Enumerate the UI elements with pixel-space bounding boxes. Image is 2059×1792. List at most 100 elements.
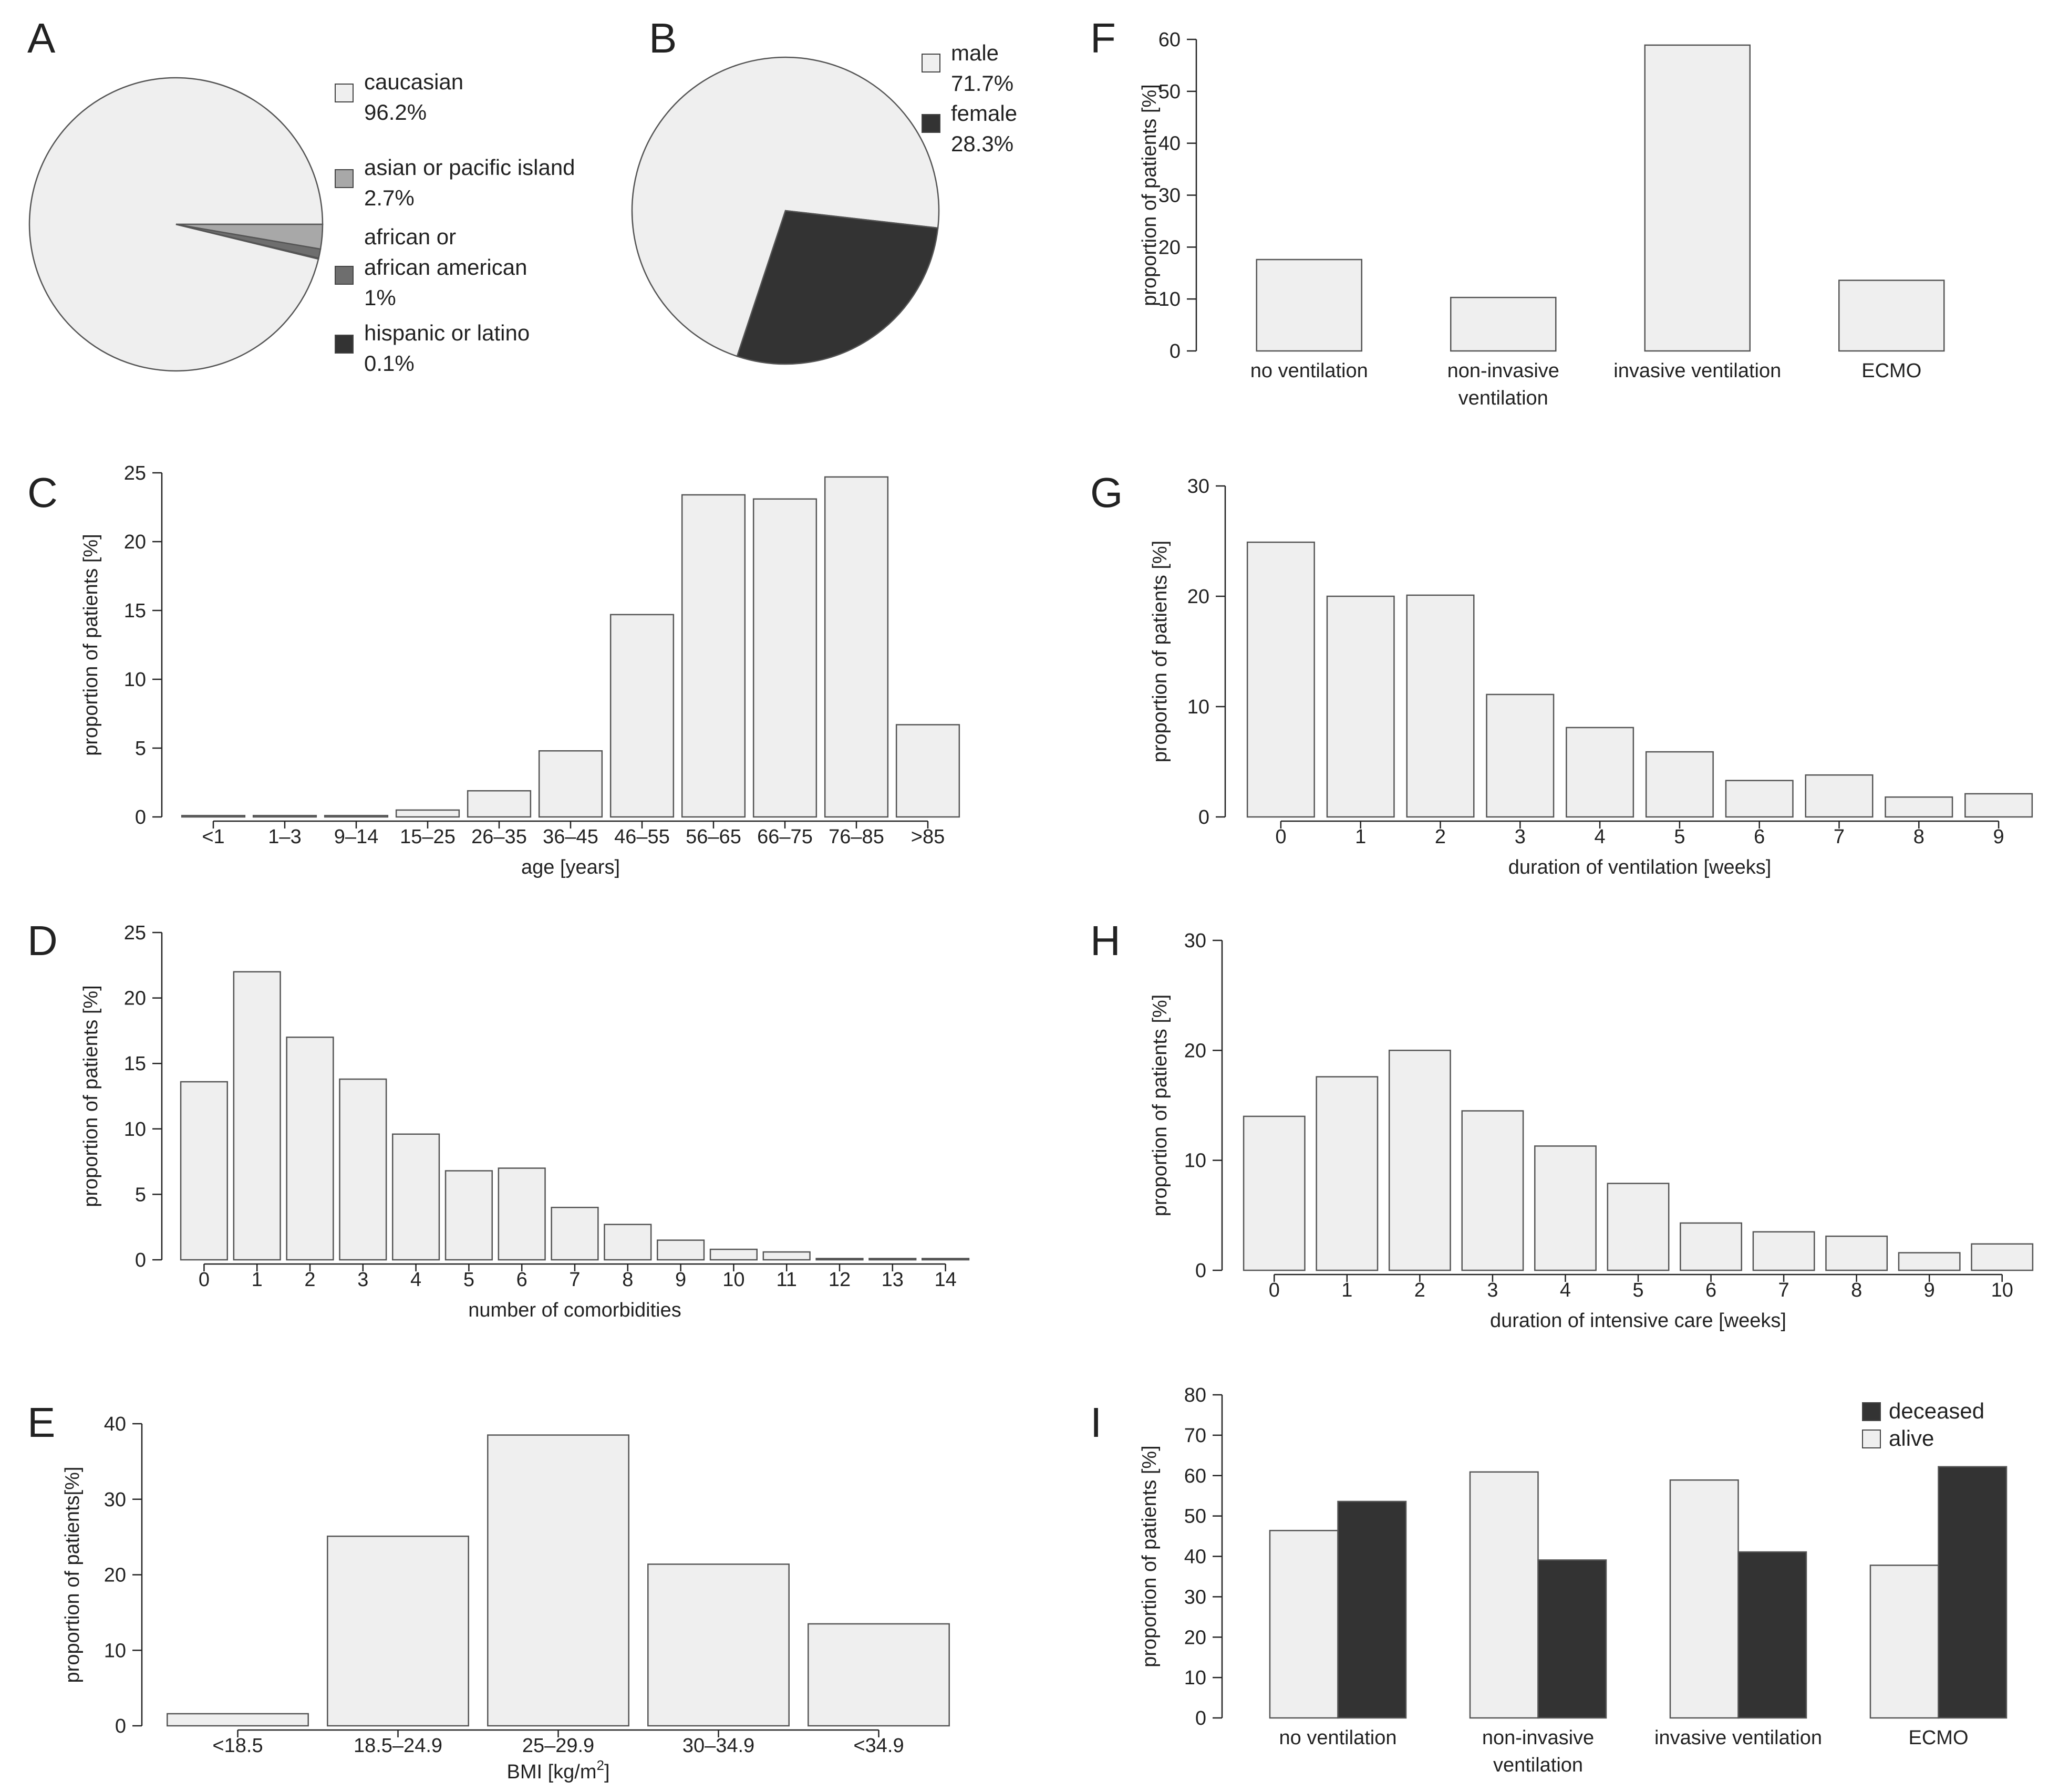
- bar: [921, 1258, 970, 1261]
- y-tick-label: 40: [1158, 133, 1181, 155]
- panel-letter: F: [1090, 15, 1116, 61]
- x-tick-label: invasive ventilation: [1613, 360, 1781, 382]
- x-tick-label: 2: [304, 1269, 315, 1291]
- x-tick-label: 4: [1560, 1279, 1571, 1301]
- bar-deceased: [1537, 1559, 1607, 1719]
- x-tick-label: ventilation: [1493, 1754, 1583, 1776]
- bar: [1898, 1252, 1961, 1271]
- x-tick-label: 7: [1778, 1279, 1789, 1301]
- bar: [551, 1207, 599, 1261]
- legend-label: female: [951, 101, 1017, 126]
- bar: [286, 1037, 334, 1261]
- panel-h: H 0 10 20 30 proportion of patients [%] 0 1 2 3 4 5…: [1090, 917, 2034, 1332]
- panel-letter: E: [27, 1399, 55, 1446]
- y-axis-label: proportion of patients [%]: [1149, 995, 1171, 1216]
- x-tick-label: 3: [1487, 1279, 1498, 1301]
- y-tick-label: 10: [1184, 1150, 1206, 1172]
- legend-swatch: [335, 266, 354, 285]
- y-tick-label: 0: [1195, 1260, 1206, 1282]
- legend-swatch-deceased: [1862, 1402, 1881, 1421]
- bar: [1825, 1235, 1888, 1271]
- bar: [180, 1081, 229, 1261]
- bar: [324, 815, 389, 818]
- y-tick-label: 0: [135, 1249, 146, 1271]
- bar: [538, 750, 603, 818]
- bar: [609, 614, 675, 818]
- bar: [1256, 258, 1362, 352]
- bar: [604, 1224, 652, 1261]
- bar: [1805, 774, 1874, 818]
- x-tick-label: 9–14: [334, 826, 379, 848]
- y-axis-label: proportion of patients [%]: [1149, 541, 1171, 762]
- x-tick-label: 7: [569, 1269, 580, 1291]
- x-axis-label-text: number of comorbidities: [468, 1299, 681, 1321]
- legend-value: 0.1%: [364, 351, 415, 376]
- x-tick-label: non-invasive: [1447, 360, 1559, 382]
- bar: [815, 1258, 864, 1261]
- x-tick-label: <18.5: [212, 1735, 263, 1757]
- legend-label: african or: [364, 224, 456, 249]
- legend-value: 2.7%: [364, 185, 415, 210]
- x-tick-label: 5: [1674, 826, 1685, 848]
- y-axis-label: proportion of patients[%]: [61, 1467, 84, 1683]
- legend-label: male: [951, 40, 999, 65]
- bar: [868, 1258, 917, 1261]
- bar: [1450, 296, 1557, 352]
- bar: [498, 1167, 546, 1261]
- y-axis-label: proportion of patients [%]: [1139, 84, 1161, 306]
- x-tick-label: 26–35: [471, 826, 527, 848]
- pie-slice-female: [736, 210, 939, 365]
- x-tick-label: 2: [1435, 826, 1446, 848]
- bar: [1607, 1183, 1670, 1271]
- panel-letter: B: [649, 15, 677, 61]
- bar: [391, 1133, 440, 1261]
- bar: [752, 498, 818, 818]
- x-tick-label: <34.9: [853, 1735, 904, 1757]
- bar: [1406, 594, 1475, 818]
- bar: [1680, 1222, 1742, 1271]
- x-tick-label: 66–75: [757, 826, 813, 848]
- panel-c: C 0 5 10 15 20 25 proportion of patients [%] <1 1…: [27, 462, 960, 878]
- pie-slice-hispanic-or-latino: [175, 223, 319, 260]
- x-tick-label: 18.5–24.9: [354, 1735, 442, 1757]
- x-axis-label-text: age [years]: [521, 856, 620, 878]
- x-tick-label: 4: [1595, 826, 1606, 848]
- bar: [656, 1239, 705, 1261]
- x-tick-label: 9: [1924, 1279, 1935, 1301]
- x-axis-label: BMI [kg/m2]: [506, 1757, 609, 1783]
- bar: [1534, 1145, 1597, 1271]
- bar-alive: [1869, 1565, 1939, 1719]
- y-axis-label: proportion of patients [%]: [1139, 1445, 1161, 1667]
- y-tick-label: 0: [1195, 1707, 1206, 1729]
- x-tick-label: 15–25: [400, 826, 456, 848]
- panel-letter: I: [1090, 1399, 1102, 1446]
- y-tick-label: 0: [115, 1715, 126, 1737]
- x-tick-label: 0: [1275, 826, 1286, 848]
- y-tick-label: 10: [1158, 288, 1181, 310]
- y-axis-label: proportion of patients [%]: [80, 985, 102, 1207]
- y-tick-label: 0: [1198, 806, 1209, 828]
- x-tick-label: 3: [357, 1269, 368, 1291]
- bar: [1461, 1110, 1524, 1271]
- legend-value: 28.3%: [951, 131, 1013, 156]
- x-tick-label: 10: [722, 1269, 744, 1291]
- x-axis-label: duration of ventilation [weeks]: [1508, 856, 1772, 878]
- legend-swatch-alive: [1862, 1430, 1881, 1448]
- y-tick-label: 5: [135, 1184, 146, 1206]
- x-tick-label: 8: [1913, 826, 1925, 848]
- legend-swatch: [922, 114, 940, 133]
- x-tick-label: ECMO: [1909, 1727, 1969, 1749]
- bar: [167, 1713, 309, 1727]
- x-tick-label: >85: [911, 826, 945, 848]
- legend-label-alive: alive: [1889, 1426, 1934, 1451]
- legend-value: 1%: [364, 285, 396, 310]
- x-tick-label: no ventilation: [1279, 1727, 1397, 1749]
- y-tick-label: 10: [1187, 696, 1209, 718]
- bar: [1326, 595, 1395, 818]
- y-tick-label: 0: [135, 806, 146, 828]
- y-tick-label: 30: [1184, 930, 1206, 952]
- legend-swatch: [335, 84, 354, 102]
